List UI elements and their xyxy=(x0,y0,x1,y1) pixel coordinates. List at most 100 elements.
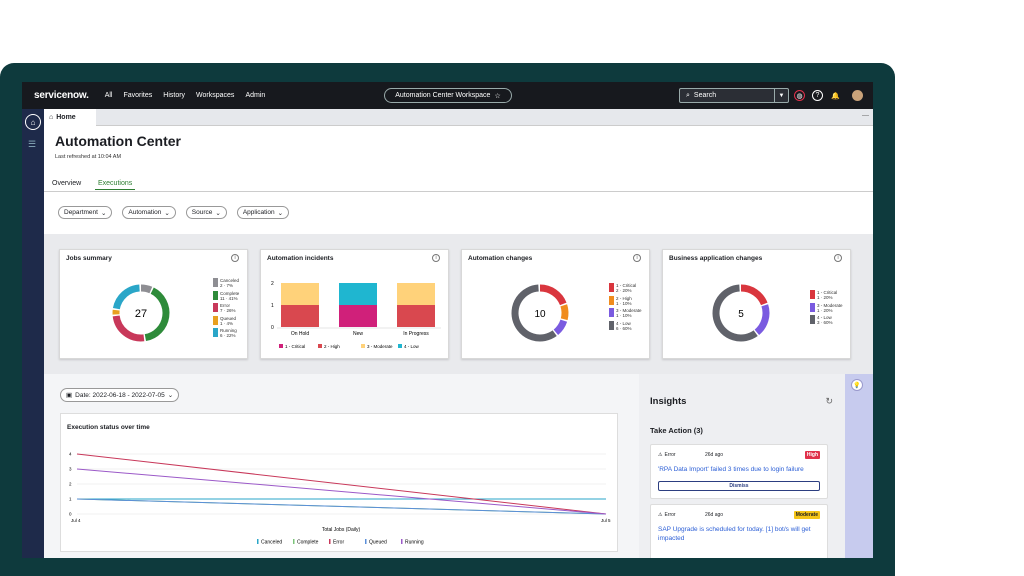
automation-incidents-card[interactable]: Automation incidents i 2 1 0 On Hold New… xyxy=(260,249,449,359)
business-total: 5 xyxy=(738,309,744,320)
bar-new-critical[interactable] xyxy=(339,305,377,327)
help-icon[interactable]: ? xyxy=(812,90,823,101)
donut-slice[interactable] xyxy=(740,284,768,306)
bar-on-hold-moderate[interactable] xyxy=(281,283,319,305)
filter-source[interactable]: Source ⌄ xyxy=(185,206,227,219)
refresh-icon[interactable]: ↻ xyxy=(825,396,833,406)
avatar[interactable] xyxy=(852,90,863,101)
legend-label[interactable]: Complete xyxy=(297,540,319,546)
menu-icon[interactable]: ☰ xyxy=(28,139,37,149)
x-tick-start: Jul 4 xyxy=(71,518,81,523)
insight-age: 26d ago xyxy=(705,512,724,518)
legend-item[interactable]: 4 - Low 6 · 60% xyxy=(609,320,642,331)
legend-label: Canceled 2 · 7% xyxy=(220,278,240,288)
bar-new-low[interactable] xyxy=(339,283,377,305)
nav-favorites[interactable]: Favorites xyxy=(123,92,153,99)
y-tick-label: 2 xyxy=(69,482,72,487)
donut-slice[interactable] xyxy=(560,304,569,321)
chevron-down-icon[interactable]: ▼ xyxy=(774,89,788,102)
legend-item[interactable]: 4 - Low 3 · 60% xyxy=(810,315,843,325)
legend-label[interactable]: Canceled xyxy=(261,540,282,546)
workspace-title: Automation Center Workspace xyxy=(395,92,491,99)
date-filter[interactable]: ▣ Date: 2022-06-18 - 2022-07-05 ⌄ xyxy=(60,388,180,402)
bar-in-progress-moderate[interactable] xyxy=(397,283,435,305)
legend-swatch xyxy=(609,295,614,305)
calendar-icon: ▣ xyxy=(66,392,73,399)
category-label: On Hold xyxy=(291,331,310,337)
business-changes-card[interactable]: Business application changes i 5 1 - Cri… xyxy=(662,249,851,359)
filter-application[interactable]: Application ⌄ xyxy=(236,206,290,219)
filter-department[interactable]: Department ⌄ xyxy=(58,206,113,219)
nav-all[interactable]: All xyxy=(104,92,113,99)
dismiss-button[interactable]: Dismiss xyxy=(658,481,820,491)
legend-item[interactable]: Canceled 2 · 7% xyxy=(213,278,239,288)
donut-slice[interactable] xyxy=(144,287,170,342)
donut-slice[interactable] xyxy=(112,315,145,342)
search-input[interactable]: ⌕ Search ▼ xyxy=(679,88,789,103)
legend-item[interactable]: 3 - Moderate 1 · 20% xyxy=(810,302,843,313)
series-line-queued[interactable] xyxy=(76,498,607,515)
automation-changes-card[interactable]: Automation changes i 10 1 - Critical 2 · … xyxy=(461,249,650,359)
take-action-heading: Take Action (3) xyxy=(650,426,703,435)
bar-on-hold-high[interactable] xyxy=(281,305,319,327)
jobs-donut: 27 xyxy=(112,284,170,342)
series-line-error[interactable] xyxy=(76,453,607,515)
top-navigation: servicenow. All Favorites History Worksp… xyxy=(22,82,873,109)
tab-home[interactable]: ⌂ Home xyxy=(44,109,96,126)
nav-workspaces[interactable]: Workspaces xyxy=(196,92,235,99)
legend-item[interactable]: 1 - Critical 2 · 20% xyxy=(609,283,642,293)
donut-slice[interactable] xyxy=(112,284,140,310)
donut-slice[interactable] xyxy=(712,284,758,342)
lightbulb-icon[interactable]: 💡 xyxy=(851,379,863,391)
nav-history[interactable]: History xyxy=(163,92,186,99)
star-icon[interactable]: ☆ xyxy=(494,92,501,100)
home-icon[interactable]: ⌂ xyxy=(25,114,41,130)
legend-label[interactable]: Error xyxy=(333,540,344,546)
globe-icon[interactable]: ◍ xyxy=(794,90,805,101)
chart-title: Execution status over time xyxy=(67,424,150,431)
info-icon[interactable]: i xyxy=(633,254,641,262)
legend-item[interactable]: 2 - High 1 · 10% xyxy=(609,295,642,306)
legend-label: 3 - Moderate 1 · 10% xyxy=(616,308,642,318)
insight-message[interactable]: 'RPA Data Import' failed 3 times due to … xyxy=(658,466,804,473)
legend-item[interactable]: Complete 11 · 41% xyxy=(213,290,240,301)
donut-slice[interactable] xyxy=(539,284,567,306)
legend-label[interactable]: Queued xyxy=(369,540,387,546)
donut-slice[interactable] xyxy=(511,284,557,342)
legend-label: Complete 11 · 41% xyxy=(220,290,240,301)
legend-swatch xyxy=(609,283,614,292)
legend-item[interactable]: 3 - Moderate 1 · 10% xyxy=(609,308,642,318)
filter-automation[interactable]: Automation ⌄ xyxy=(122,206,176,219)
jobs-summary-card[interactable]: Jobs summary i 27 Canceled 2 · 7% Complete… xyxy=(59,249,248,359)
insight-message[interactable]: SAP Upgrade is scheduled for today. [1] … xyxy=(658,526,811,542)
info-icon[interactable]: i xyxy=(834,254,842,262)
bell-icon[interactable]: 🔔 xyxy=(831,92,840,100)
insight-card[interactable]: ⚠ Error 26d ago Moderate SAP Upgrade is s… xyxy=(650,504,828,558)
workspace-pill[interactable]: Automation Center Workspace ☆ xyxy=(384,88,512,103)
nav-admin[interactable]: Admin xyxy=(245,92,266,99)
legend-item[interactable]: Running 6 · 22% xyxy=(213,328,239,338)
info-icon[interactable]: i xyxy=(231,254,239,262)
legend-label: 1 - Critical 2 · 20% xyxy=(616,283,637,293)
legend-label[interactable]: Running xyxy=(405,540,424,546)
minimize-icon[interactable]: — xyxy=(862,112,869,119)
donut-slice[interactable] xyxy=(553,319,568,336)
donut-slice[interactable] xyxy=(754,304,770,336)
home-small-icon: ⌂ xyxy=(49,114,54,121)
legend-item[interactable]: Queued 1 · 4% xyxy=(213,315,239,326)
card-title: Automation incidents xyxy=(267,255,334,262)
insight-card[interactable]: ⚠ Error 26d ago High 'RPA Data Import' fa… xyxy=(650,444,828,499)
bar-in-progress-high[interactable] xyxy=(397,305,435,327)
servicenow-logo[interactable]: servicenow. xyxy=(34,90,89,101)
y-tick-label: 3 xyxy=(69,467,72,472)
info-icon[interactable]: i xyxy=(432,254,440,262)
x-tick-end: Jul 5 xyxy=(601,518,611,523)
donut-slice[interactable] xyxy=(140,284,153,294)
legend-item[interactable]: 1 - Critical 1 · 20% xyxy=(810,290,843,300)
legend-label: 4 - Low 3 · 60% xyxy=(817,315,833,325)
series-line-running[interactable] xyxy=(76,468,607,515)
tab-home-label: Home xyxy=(56,114,76,121)
tab-overview[interactable]: Overview xyxy=(52,180,82,187)
legend-item[interactable]: Error 7 · 26% xyxy=(213,303,239,313)
tab-executions[interactable]: Executions xyxy=(95,180,136,190)
